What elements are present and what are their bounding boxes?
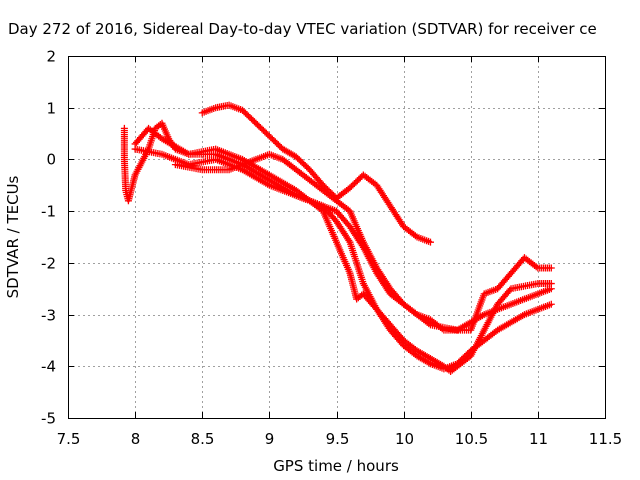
series-track-5 (120, 119, 555, 334)
x-tick-label: 11 (529, 430, 548, 448)
y-tick-label: 1 (46, 100, 56, 118)
y-tick-label: -1 (41, 203, 56, 221)
y-axis-label: SDTVAR / TECUs (4, 175, 22, 298)
x-tick-label: 8 (131, 430, 141, 448)
x-axis-label: GPS time / hours (273, 457, 399, 475)
data-point (438, 325, 446, 333)
data-point (532, 263, 540, 271)
x-tick-label: 11.5 (589, 430, 622, 448)
data-point (547, 280, 555, 288)
x-tick-label: 10.5 (455, 430, 488, 448)
plot-frame (68, 56, 606, 419)
data-point (411, 232, 419, 240)
data-point (426, 238, 434, 246)
y-tick-label: -4 (41, 358, 56, 376)
x-tick-label: 9.5 (326, 430, 350, 448)
series-track-1 (198, 101, 434, 246)
data-point (547, 264, 555, 272)
x-tick-label: 9 (265, 430, 275, 448)
chart-title: Day 272 of 2016, Sidereal Day-to-day VTE… (8, 20, 597, 38)
y-tick-label: -5 (41, 410, 56, 428)
y-tick-label: -3 (41, 307, 56, 325)
x-tick-label: 7.5 (57, 430, 81, 448)
y-tick-label: 0 (46, 151, 56, 169)
data-series (120, 101, 555, 375)
y-tick-label: 2 (46, 48, 56, 66)
data-point (411, 309, 419, 317)
y-tick-label: -2 (41, 255, 56, 273)
x-tick-label: 8.5 (191, 430, 215, 448)
x-tick-label: 10 (395, 430, 414, 448)
data-point (547, 300, 555, 308)
